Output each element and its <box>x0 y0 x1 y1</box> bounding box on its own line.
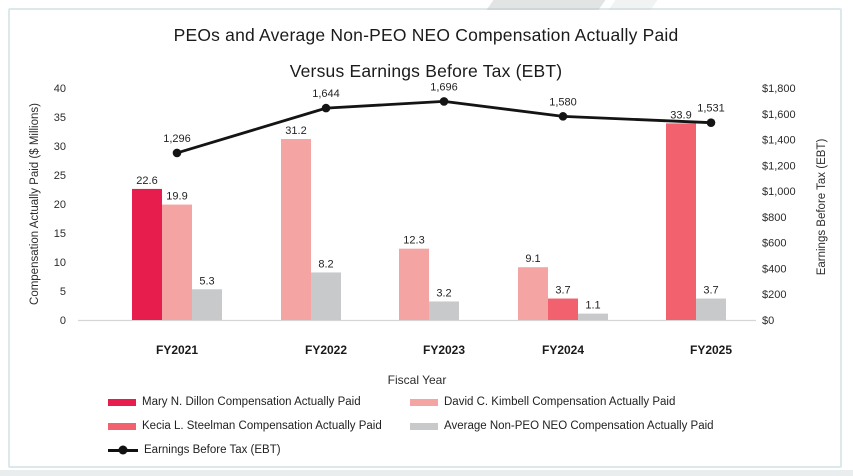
ebt-label-fy2025: 1,531 <box>697 103 725 115</box>
bar-kimbell-fy2023 <box>399 248 429 320</box>
bar-steelman-fy2025 <box>666 123 696 320</box>
legend-label-kimbell: David C. Kimbell Compensation Actually P… <box>444 396 676 408</box>
bar-label-steelman-fy2025: 33.9 <box>670 109 691 121</box>
bar-kimbell-fy2021 <box>162 204 192 320</box>
left-axis-tick: 20 <box>54 199 66 211</box>
x-axis-tick-fy2022: FY2022 <box>305 343 347 357</box>
right-axis-tick: $1,600 <box>762 109 796 121</box>
x-axis-tick-fy2025: FY2025 <box>690 343 732 357</box>
left-axis-tick: 35 <box>54 112 66 124</box>
legend-swatch-kimbell <box>410 398 438 406</box>
x-axis-tick-fy2024: FY2024 <box>542 343 584 357</box>
left-axis-tick: 40 <box>54 83 66 95</box>
legend-item-avg-neo: Average Non-PEO NEO Compensation Actuall… <box>410 420 714 432</box>
legend-label-steelman: Kecia L. Steelman Compensation Actually … <box>142 420 382 432</box>
legend-label-dillon: Mary N. Dillon Compensation Actually Pai… <box>142 396 361 408</box>
bar-steelman-fy2024 <box>548 298 578 320</box>
legend-item-kimbell: David C. Kimbell Compensation Actually P… <box>410 396 675 408</box>
bar-avg-neo-fy2025 <box>696 298 726 320</box>
bar-avg-neo-fy2023 <box>429 301 459 320</box>
legend-line-marker-icon <box>108 445 138 455</box>
ebt-marker-fy2025 <box>706 118 716 127</box>
x-axis-tick-fy2023: FY2023 <box>423 343 465 357</box>
ebt-marker-fy2022 <box>321 103 331 113</box>
chart-title-line1: PEOs and Average Non-PEO NEO Compensatio… <box>173 25 679 45</box>
left-axis-tick: 10 <box>54 257 66 269</box>
x-axis-title: Fiscal Year <box>387 373 447 387</box>
bar-label-avg-neo-fy2021: 5.3 <box>199 275 214 287</box>
legend-swatch-steelman <box>108 422 136 430</box>
right-axis-tick: $1,800 <box>762 83 796 95</box>
legend-label-ebt: Earnings Before Tax (EBT) <box>144 444 281 456</box>
ebt-marker-fy2023 <box>439 97 449 106</box>
bar-avg-neo-fy2024 <box>578 313 608 320</box>
legend-item-ebt: Earnings Before Tax (EBT) <box>108 444 281 456</box>
bar-label-kimbell-fy2024: 9.1 <box>525 253 540 265</box>
right-axis-tick: $600 <box>762 238 786 250</box>
bar-kimbell-fy2022 <box>281 139 311 320</box>
bar-label-avg-neo-fy2024: 1.1 <box>585 300 600 312</box>
right-axis-tick: $1,400 <box>762 135 796 147</box>
left-axis-tick: 15 <box>54 228 66 240</box>
legend-label-avg-neo: Average Non-PEO NEO Compensation Actuall… <box>444 420 714 432</box>
bar-dillon-fy2021 <box>132 188 162 320</box>
bottom-strip <box>0 470 853 476</box>
right-axis-tick: $0 <box>762 315 774 327</box>
right-axis-tick: $1,000 <box>762 186 796 198</box>
bar-avg-neo-fy2021 <box>192 289 222 320</box>
left-axis-tick: 5 <box>60 286 66 298</box>
left-axis-tick: 0 <box>60 315 66 327</box>
right-axis-tick: $200 <box>762 289 786 301</box>
left-axis-tick: 25 <box>54 170 66 182</box>
bar-avg-neo-fy2022 <box>311 272 341 320</box>
bar-label-steelman-fy2024: 3.7 <box>555 285 570 297</box>
legend-item-steelman: Kecia L. Steelman Compensation Actually … <box>108 420 382 432</box>
bar-label-kimbell-fy2023: 12.3 <box>403 235 424 247</box>
ebt-marker-fy2021 <box>172 148 182 158</box>
bar-label-dillon-fy2021: 22.6 <box>136 175 157 187</box>
legend-swatch-dillon <box>108 398 136 406</box>
x-axis-tick-fy2021: FY2021 <box>156 343 198 357</box>
bar-kimbell-fy2024 <box>518 267 548 320</box>
ebt-label-fy2021: 1,296 <box>163 133 191 145</box>
bar-label-kimbell-fy2021: 19.9 <box>166 191 187 203</box>
ebt-label-fy2024: 1,580 <box>549 96 577 108</box>
bar-label-avg-neo-fy2023: 3.2 <box>436 287 451 299</box>
chart-title: PEOs and Average Non-PEO NEO Compensatio… <box>8 17 844 89</box>
bar-label-avg-neo-fy2025: 3.7 <box>703 285 718 297</box>
legend-swatch-avg-neo <box>410 422 438 430</box>
bar-label-avg-neo-fy2022: 8.2 <box>318 258 333 270</box>
left-axis-tick: 30 <box>54 141 66 153</box>
ebt-label-fy2022: 1,644 <box>312 88 340 100</box>
ebt-marker-fy2024 <box>558 112 568 121</box>
bar-label-kimbell-fy2022: 31.2 <box>285 125 306 137</box>
chart-title-line2: Versus Earnings Before Tax (EBT) <box>289 61 563 81</box>
right-axis-tick: $1,200 <box>762 160 796 172</box>
right-axis-tick: $400 <box>762 263 786 275</box>
ebt-label-fy2023: 1,696 <box>430 81 458 93</box>
right-axis-tick: $800 <box>762 212 786 224</box>
legend-item-dillon: Mary N. Dillon Compensation Actually Pai… <box>108 396 361 408</box>
